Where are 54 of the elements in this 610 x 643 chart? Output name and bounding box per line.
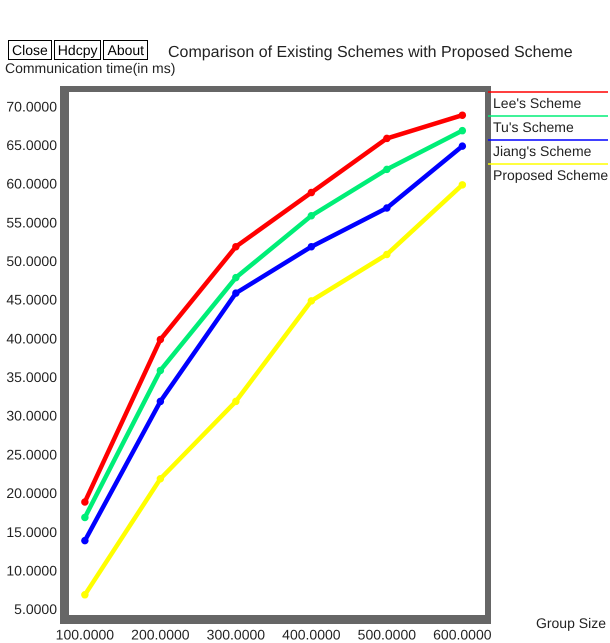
point bbox=[156, 366, 164, 374]
y-tick-label: 10.0000 bbox=[6, 562, 58, 578]
x-tick-label: 200.0000 bbox=[131, 626, 190, 642]
point bbox=[232, 289, 240, 297]
point bbox=[458, 111, 466, 119]
y-tick-label: 60.0000 bbox=[6, 176, 58, 192]
y-tick-label: 40.0000 bbox=[6, 330, 58, 346]
y-tick-label: 50.0000 bbox=[6, 253, 58, 270]
y-tick-label: 25.0000 bbox=[6, 446, 58, 462]
y-tick-label: 70.0000 bbox=[6, 98, 58, 114]
y-tick-label: 20.0000 bbox=[6, 485, 58, 502]
text: About bbox=[103, 40, 148, 60]
x-axis-title: Group Size bbox=[536, 615, 606, 631]
text: Close bbox=[8, 40, 52, 60]
x-tick-label: 500.0000 bbox=[358, 626, 416, 642]
point bbox=[81, 498, 89, 506]
point bbox=[458, 126, 466, 134]
point bbox=[232, 274, 240, 282]
y-tick-label: 5.0000 bbox=[14, 601, 58, 618]
chart-title: Comparison of Existing Schemes with Proposed Scheme bbox=[168, 44, 573, 61]
y-tick-label: 35.0000 bbox=[6, 369, 58, 386]
point bbox=[232, 398, 240, 406]
text: Lee's Scheme bbox=[493, 95, 582, 111]
x-tick-label: 400.0000 bbox=[282, 626, 341, 642]
point bbox=[383, 166, 391, 174]
point bbox=[81, 591, 89, 599]
point bbox=[308, 297, 316, 305]
point bbox=[156, 336, 164, 344]
point bbox=[232, 242, 240, 250]
text: Hdcpy bbox=[54, 40, 102, 60]
point bbox=[383, 204, 391, 212]
point bbox=[81, 514, 89, 522]
text: Jiang's Scheme bbox=[493, 143, 592, 159]
y-tick-label: 30.0000 bbox=[6, 408, 58, 424]
point bbox=[383, 250, 391, 258]
text: Tu's Scheme bbox=[493, 119, 574, 135]
point bbox=[383, 134, 391, 142]
point bbox=[156, 475, 164, 483]
point bbox=[156, 398, 164, 406]
y-tick-label: 45.0000 bbox=[6, 292, 58, 308]
point bbox=[458, 181, 466, 189]
point bbox=[308, 188, 316, 196]
x-tick-label: 600.0000 bbox=[433, 626, 492, 642]
point bbox=[308, 242, 316, 250]
point bbox=[458, 142, 466, 150]
y-tick-label: 55.0000 bbox=[6, 214, 58, 230]
x-tick-label: 300.0000 bbox=[206, 626, 266, 642]
y-axis-title: Communication time(in ms) bbox=[5, 60, 176, 76]
y-tick-label: 15.0000 bbox=[6, 524, 58, 540]
point bbox=[81, 536, 89, 544]
text: Proposed Scheme bbox=[493, 167, 608, 183]
x-tick-label: 100.0000 bbox=[56, 626, 114, 642]
point bbox=[308, 212, 316, 220]
y-tick-label: 65.0000 bbox=[6, 137, 58, 154]
